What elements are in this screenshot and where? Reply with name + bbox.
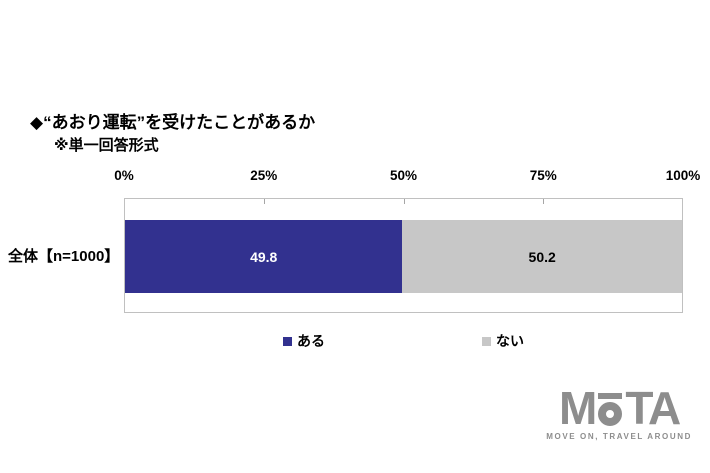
chart-title: ◆“あおり運転”を受けたことがあるか xyxy=(30,113,316,132)
legend-swatch-icon xyxy=(283,336,292,346)
x-tick-label: 25% xyxy=(250,168,278,183)
category-label: 全体【n=1000】 xyxy=(8,248,120,265)
stacked-bar: 49.8 50.2 xyxy=(125,220,682,293)
mota-logo-wordmark: M TA xyxy=(546,382,692,434)
chart-legend: ある ない xyxy=(124,331,683,351)
legend-swatch-icon xyxy=(482,336,491,346)
x-tick-label: 0% xyxy=(114,168,134,183)
logo-letters-ta: TA xyxy=(625,382,681,434)
legend-label: ある xyxy=(297,333,325,349)
bar-segment: 50.2 xyxy=(402,220,682,293)
chart-subtitle: ※単一回答形式 xyxy=(54,137,159,154)
bar-value-label: 49.8 xyxy=(250,248,278,265)
x-tick-label: 50% xyxy=(389,168,418,183)
logo-tagline: MOVE ON, TRAVEL AROUND xyxy=(546,432,692,441)
axis-tickmark xyxy=(542,199,544,204)
legend-label: ない xyxy=(496,333,524,349)
axis-tickmark xyxy=(403,199,405,204)
logo-letter-m: M xyxy=(559,382,597,434)
plot-area: 49.8 50.2 xyxy=(124,198,683,313)
bar-value-label: 50.2 xyxy=(528,248,556,265)
legend-item: ある xyxy=(283,331,325,351)
x-axis-labels: 0% 25% 50% 75% 100% xyxy=(114,168,700,186)
x-tick-label: 100% xyxy=(665,168,701,183)
legend-item: ない xyxy=(482,331,524,351)
axis-tickmark xyxy=(264,199,266,204)
logo-o-macron-icon xyxy=(598,393,623,426)
mota-logo: M TA MOVE ON, TRAVEL AROUND xyxy=(546,382,692,441)
bar-segment: 49.8 xyxy=(125,220,403,293)
x-tick-label: 75% xyxy=(529,168,557,183)
